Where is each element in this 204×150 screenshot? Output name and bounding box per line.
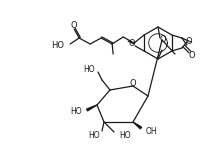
Text: O: O xyxy=(130,78,136,87)
Text: OH: OH xyxy=(146,126,158,135)
Polygon shape xyxy=(133,122,142,129)
Text: HO: HO xyxy=(83,64,95,74)
Text: HO: HO xyxy=(70,108,82,117)
Text: O: O xyxy=(129,39,135,48)
Text: O: O xyxy=(186,38,192,46)
Text: O: O xyxy=(188,51,195,60)
Text: HO: HO xyxy=(119,132,131,141)
Polygon shape xyxy=(86,105,97,111)
Text: O: O xyxy=(160,34,166,43)
Text: HO: HO xyxy=(51,42,64,51)
Text: HO: HO xyxy=(88,130,100,140)
Text: O: O xyxy=(71,21,78,30)
